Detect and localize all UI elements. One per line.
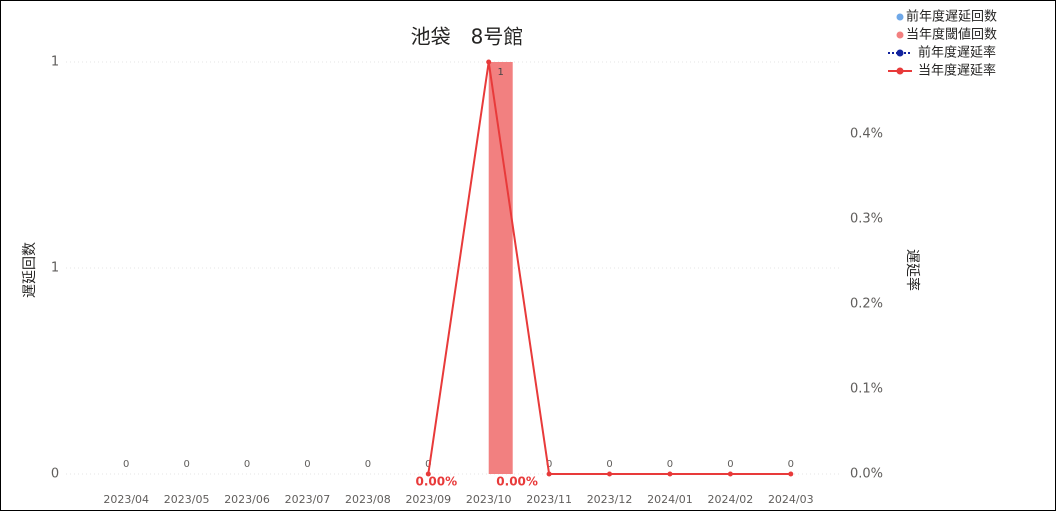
legend-swatch <box>896 31 904 39</box>
data-label: 1 <box>498 67 504 78</box>
y-tick-label: 1 <box>51 261 59 276</box>
data-label: 0.00% <box>496 475 538 489</box>
x-tick-label: 2024/03 <box>768 493 814 506</box>
data-label: 0 <box>667 459 673 470</box>
point <box>788 471 794 477</box>
x-tick-label: 2023/09 <box>405 493 451 506</box>
x-tick-label: 2023/07 <box>285 493 331 506</box>
legend-label: 当年度閾値回数 <box>906 27 997 43</box>
x-tick-label: 2024/01 <box>647 493 693 506</box>
data-label: 0 <box>244 459 250 470</box>
legend-label: 当年度遅延率 <box>918 63 996 79</box>
data-label: 0 <box>727 459 733 470</box>
data-label: 0 <box>365 459 371 470</box>
x-tick-label: 2023/05 <box>164 493 210 506</box>
legend-item: 当年度閾値回数 <box>896 27 997 43</box>
bar <box>488 62 513 474</box>
x-tick-label: 2023/12 <box>587 493 633 506</box>
x-tick-label: 2023/06 <box>224 493 270 506</box>
point <box>667 471 673 477</box>
legend-label: 前年度遅延率 <box>918 45 996 61</box>
y2-tick-label: 0.1% <box>850 382 883 397</box>
chart-title: 池袋 8号館 <box>411 25 524 49</box>
x-tick-label: 2023/08 <box>345 493 391 506</box>
legend-item: 当年度遅延率 <box>888 63 996 79</box>
y2-tick-label: 0.2% <box>850 297 883 312</box>
point <box>607 471 613 477</box>
y-tick-label: 1 <box>51 55 59 70</box>
legend-swatch <box>896 67 904 75</box>
data-label: 0 <box>546 459 552 470</box>
y2-tick-label: 0.0% <box>850 467 883 482</box>
x-tick-label: 2023/11 <box>526 493 572 506</box>
y-tick-label: 0 <box>51 467 59 482</box>
data-label: 0.00% <box>415 475 457 489</box>
legend-item: 前年度遅延回数 <box>896 9 997 25</box>
point <box>546 471 552 477</box>
legend-label: 前年度遅延回数 <box>906 9 997 25</box>
data-label: 0 <box>425 459 431 470</box>
x-tick-label: 2024/02 <box>708 493 754 506</box>
legend-item: 前年度遅延率 <box>888 45 996 61</box>
point <box>425 471 431 477</box>
data-label: 0 <box>123 459 129 470</box>
point <box>727 471 733 477</box>
data-label: 0 <box>606 459 612 470</box>
y2-tick-label: 0.3% <box>850 212 883 227</box>
legend-swatch <box>896 49 904 57</box>
y2-tick-label: 0.4% <box>850 127 883 142</box>
data-label: 0 <box>304 459 310 470</box>
y-axis-label: 遅延回数 <box>22 242 38 298</box>
x-tick-label: 2023/04 <box>103 493 149 506</box>
legend-swatch <box>896 13 904 21</box>
x-tick-label: 2023/10 <box>466 493 512 506</box>
y2-axis-label: 遅延率 <box>904 249 921 291</box>
data-label: 0 <box>183 459 189 470</box>
point <box>486 59 492 65</box>
data-label: 0 <box>788 459 794 470</box>
